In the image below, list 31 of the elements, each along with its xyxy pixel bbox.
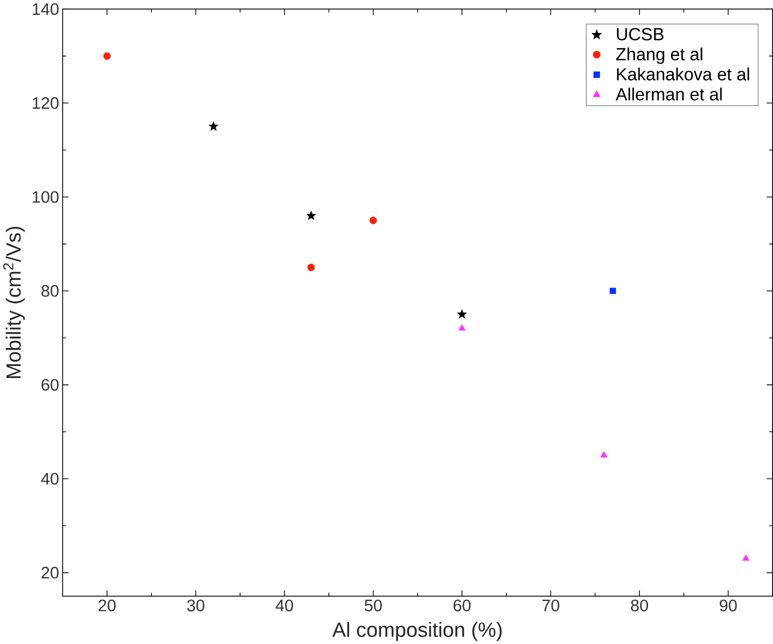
y-tick-label: 100 [32, 190, 59, 203]
x-tick-label: 40 [276, 599, 294, 612]
x-tick-label: 20 [98, 599, 116, 612]
y-tick-label: 40 [41, 472, 59, 484]
point [457, 309, 467, 318]
point [307, 264, 315, 271]
x-tick-label: 50 [364, 599, 382, 612]
point [370, 216, 377, 224]
y-tick-label: 60 [42, 378, 59, 391]
point [103, 52, 111, 60]
y-tick-label: 80 [41, 284, 59, 297]
x-tick-label: 30 [187, 599, 204, 612]
y-tick-label: 20 [42, 566, 59, 578]
point [458, 324, 466, 330]
point [610, 288, 616, 294]
legend-label: UCSB [616, 28, 664, 40]
y-axis-title: Mobility (cm$^{2}$/Vs) [3, 226, 25, 378]
x-tick-label: 60 [454, 599, 471, 612]
point [600, 451, 608, 458]
legend-label: Zhang et al [616, 47, 702, 64]
x-tick-label: 90 [720, 599, 737, 612]
point [208, 121, 218, 131]
legend-label: Allerman et al [616, 87, 722, 100]
point [742, 554, 750, 561]
x-tick-label: 70 [542, 599, 560, 612]
y-tick-label: 120 [32, 97, 59, 109]
y-tick-label: 140 [32, 3, 59, 15]
point [306, 210, 316, 220]
x-tick-label: 80 [630, 599, 648, 612]
legend-label: Kakanakova et al [617, 67, 750, 80]
x-axis-title: Al composition (%) [332, 622, 502, 641]
